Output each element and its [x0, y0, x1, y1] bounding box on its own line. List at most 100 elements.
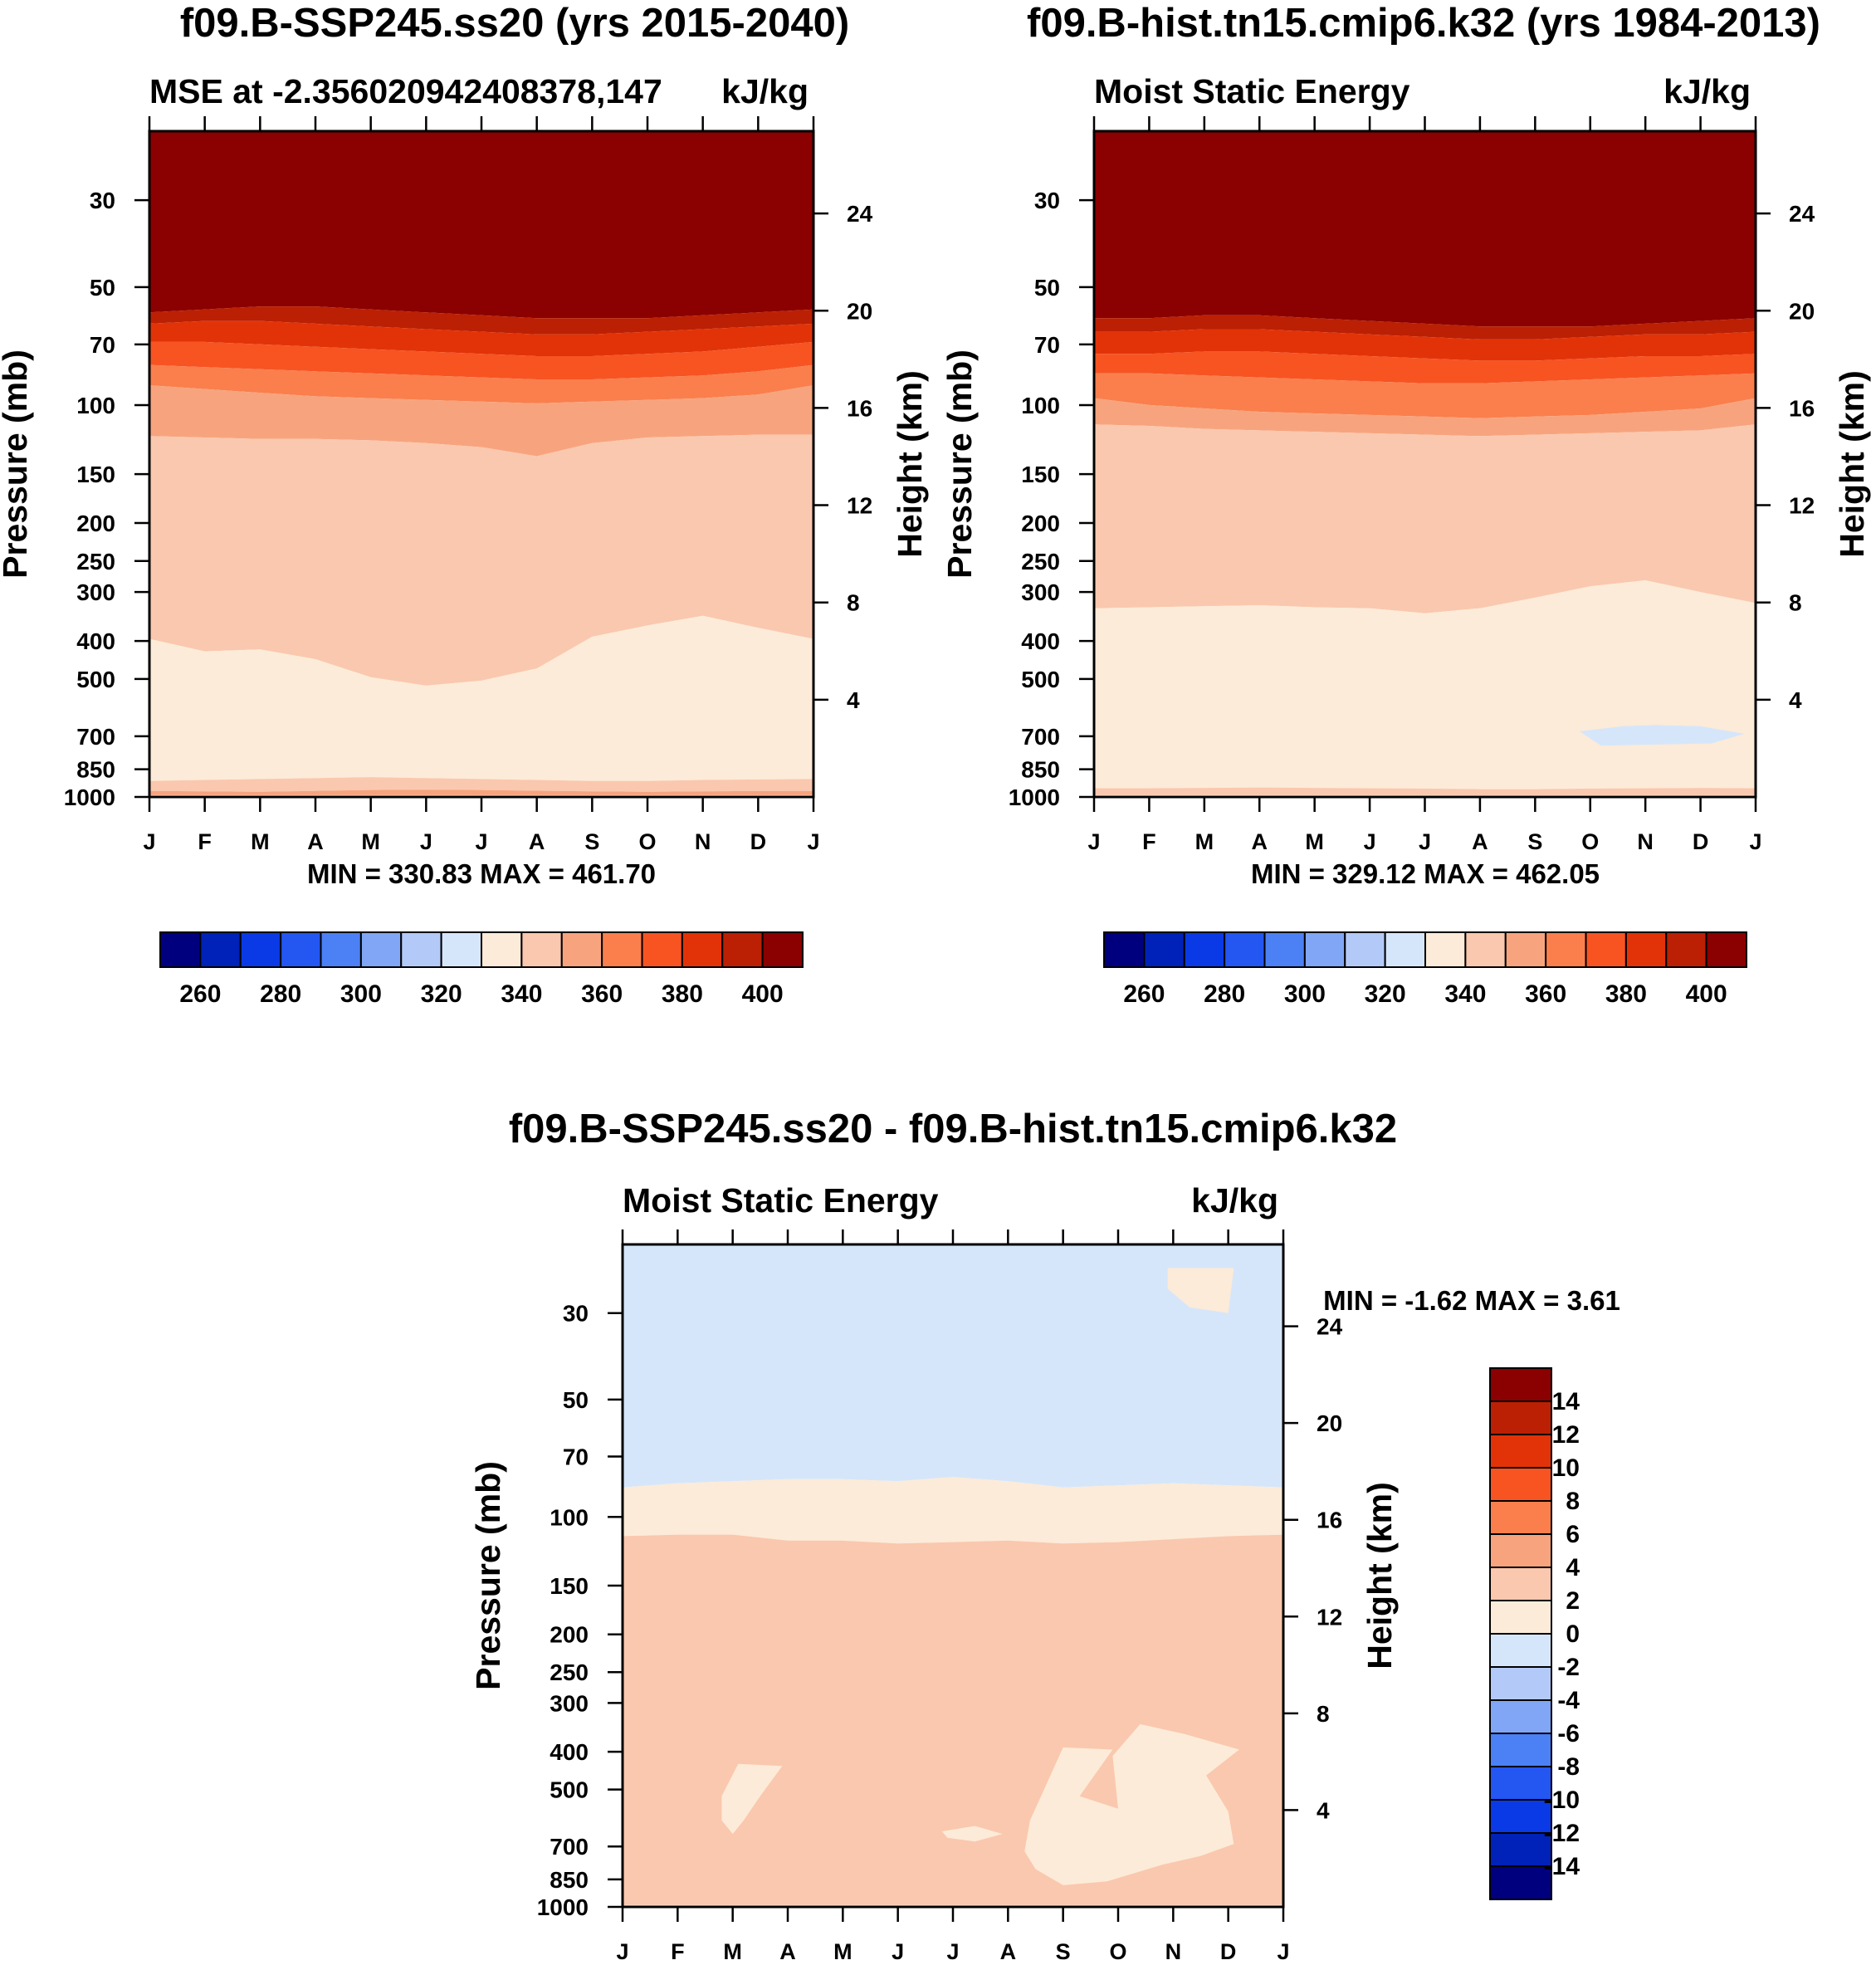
y-tick-label: 250	[1021, 549, 1060, 574]
colorbar-label: 360	[581, 980, 623, 1008]
y2-tick-label: 8	[847, 590, 860, 616]
colorbar-swatch	[1624, 931, 1668, 968]
y-tick-label: 700	[550, 1834, 589, 1860]
colorbar-swatch	[1489, 1600, 1552, 1635]
colorbar-swatch	[601, 931, 643, 968]
colorbar-label: 340	[1444, 980, 1486, 1008]
colorbar: 260 280 300 320 340 360 380 400	[159, 931, 804, 1008]
x-tick-label: A	[779, 1939, 796, 1964]
contour-region-1	[1579, 725, 1745, 746]
x-tick-label: J	[807, 829, 819, 854]
colorbar-swatch	[481, 931, 523, 968]
colorbar-swatch	[1464, 931, 1507, 968]
y-tick-label: 850	[1021, 757, 1060, 783]
chart-units: kJ/kg	[721, 72, 809, 110]
contour-band-2	[623, 1477, 1283, 1544]
colorbar-swatch	[359, 931, 403, 968]
colorbar-swatch	[1504, 931, 1547, 968]
colorbar-swatch	[1489, 1533, 1552, 1568]
y-tick-label: 500	[550, 1777, 589, 1803]
colorbar: 14 12 10 8 6 4 2 0 -2 -4 -6 -8 -10 -12 -14	[1489, 1367, 1580, 1900]
colorbar-label: 300	[340, 980, 382, 1008]
colorbar-swatch	[239, 931, 282, 968]
x-tick-label: O	[638, 829, 656, 854]
colorbar-swatch	[1585, 931, 1627, 968]
y2-tick-label: 4	[1317, 1797, 1330, 1823]
chart-panel-1: f09.B-SSP245.ss20 (yrs 2015-2040) MSE at …	[0, 1, 929, 1008]
colorbar-label: 6	[1566, 1521, 1580, 1548]
colorbar-swatch	[761, 931, 804, 968]
y-tick-label: 30	[90, 188, 115, 213]
colorbar-label: -14	[1544, 1853, 1580, 1880]
y-tick-label: 400	[76, 628, 115, 654]
colorbar-swatch	[1224, 931, 1266, 968]
y-tick-label: 70	[563, 1444, 589, 1470]
colorbar-label: 340	[501, 980, 542, 1008]
colorbar-swatch	[681, 931, 724, 968]
y-axis-title: Pressure (mb)	[940, 349, 979, 579]
colorbar-swatch	[1489, 1434, 1552, 1469]
y-tick-label: 150	[76, 462, 115, 487]
min-max-stats: MIN = 329.12 MAX = 462.05	[1251, 858, 1600, 889]
y-tick-label: 70	[90, 332, 115, 358]
colorbar-swatch	[280, 931, 322, 968]
y2-tick-label: 16	[847, 395, 872, 421]
y-tick-label: 200	[76, 511, 115, 536]
colorbar-swatch	[1424, 931, 1467, 968]
y-tick-label: 1000	[537, 1894, 589, 1920]
contour-field	[623, 1244, 1283, 1907]
chart-title: f09.B-SSP245.ss20 (yrs 2015-2040)	[180, 1, 849, 46]
contour-region-1	[721, 1763, 783, 1835]
y2-tick-label: 24	[1317, 1314, 1343, 1340]
y2-tick-label: 16	[1789, 395, 1815, 421]
colorbar-swatch	[1489, 1467, 1552, 1502]
x-tick-label: J	[1749, 829, 1761, 854]
y-tick-label: 30	[1034, 188, 1060, 213]
contour-band-1	[1094, 131, 1756, 327]
y2-tick-label: 20	[1789, 298, 1815, 324]
colorbar-label: 280	[260, 980, 301, 1008]
x-tick-label: A	[1252, 829, 1268, 854]
y-tick-label: 100	[550, 1504, 589, 1530]
colorbar-label: 0	[1566, 1620, 1580, 1648]
chart-title: f09.B-SSP245.ss20 - f09.B-hist.tn15.cmip…	[509, 1107, 1397, 1151]
x-tick-label: F	[1142, 829, 1156, 854]
y-tick-label: 250	[550, 1659, 589, 1685]
x-tick-label: S	[584, 829, 599, 854]
colorbar-swatch	[1489, 1799, 1552, 1834]
y-tick-label: 250	[76, 549, 115, 574]
y-tick-label: 850	[550, 1867, 589, 1893]
x-tick-label: A	[1000, 1939, 1017, 1964]
colorbar-label: 360	[1525, 980, 1566, 1008]
y-tick-label: 50	[90, 275, 115, 301]
y2-axis-title: Height (km)	[891, 370, 929, 558]
y2-tick-label: 16	[1317, 1508, 1342, 1533]
x-tick-label: N	[695, 829, 711, 854]
x-tick-label: S	[1527, 829, 1542, 854]
contour-field	[149, 131, 813, 795]
x-tick-label: J	[1087, 829, 1100, 854]
y2-tick-label: 12	[847, 493, 872, 519]
colorbar-swatch	[1103, 931, 1146, 968]
colorbar-label: 280	[1204, 980, 1245, 1008]
contour-band-6	[1094, 398, 1756, 437]
y-tick-label: 50	[563, 1387, 589, 1413]
colorbar: 260 280 300 320 340 360 380 400	[1103, 931, 1747, 1008]
y-axis-title: Pressure (mb)	[469, 1461, 507, 1690]
contour-region-4	[1167, 1268, 1234, 1313]
y-tick-label: 700	[1021, 724, 1060, 750]
colorbar-swatch	[400, 931, 442, 968]
colorbar-swatch	[721, 931, 764, 968]
contour-region-3	[1024, 1723, 1239, 1885]
chart-title: f09.B-hist.tn15.cmip6.k32 (yrs 1984-2013…	[1027, 1, 1820, 46]
contour-band-6	[149, 385, 813, 457]
colorbar-label: 2	[1566, 1587, 1580, 1615]
x-tick-label: M	[1195, 829, 1214, 854]
colorbar-swatch	[440, 931, 482, 968]
colorbar-label: 260	[179, 980, 221, 1008]
x-tick-label: J	[892, 1939, 904, 1964]
colorbar-label: -2	[1557, 1654, 1580, 1681]
y2-tick-label: 4	[1789, 687, 1802, 713]
colorbar-label: 380	[1605, 980, 1647, 1008]
x-tick-label: J	[946, 1939, 959, 1964]
